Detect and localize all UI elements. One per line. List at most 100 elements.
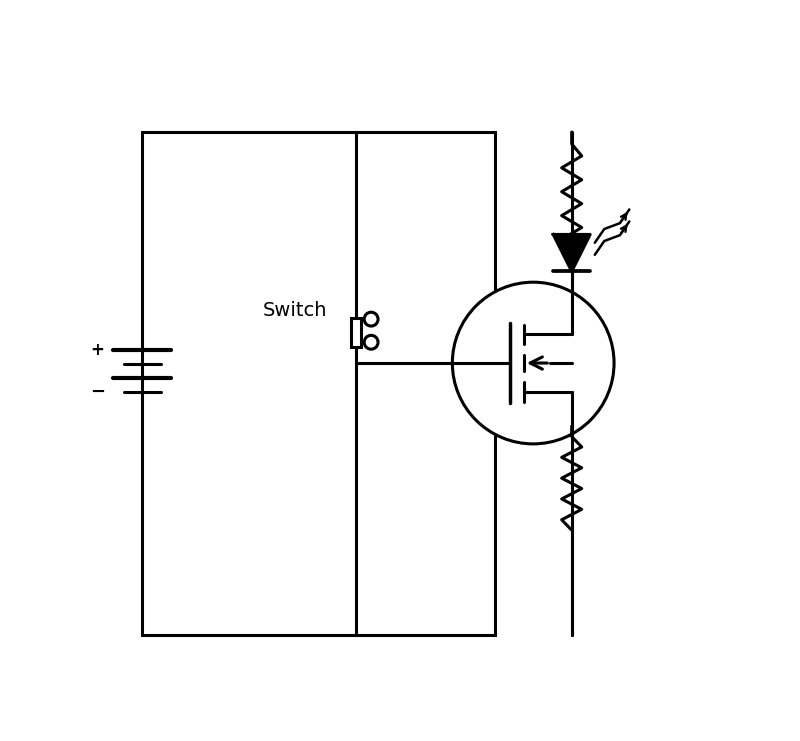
- Bar: [424, 572, 453, 601]
- Bar: [219, 631, 248, 659]
- Bar: [746, 396, 775, 425]
- Bar: [131, 455, 161, 484]
- Bar: [424, 162, 453, 191]
- Bar: [394, 133, 424, 162]
- Bar: [278, 396, 307, 425]
- Bar: [717, 484, 746, 514]
- Bar: [102, 74, 131, 104]
- Bar: [599, 74, 629, 104]
- Bar: [190, 338, 219, 367]
- Bar: [482, 45, 512, 74]
- Bar: [248, 45, 278, 74]
- Bar: [541, 104, 570, 133]
- Bar: [424, 425, 453, 455]
- Bar: [219, 572, 248, 601]
- Bar: [307, 308, 336, 338]
- Bar: [307, 367, 336, 396]
- Bar: [161, 631, 190, 659]
- Bar: [512, 455, 541, 484]
- Bar: [102, 514, 131, 542]
- Text: Switch: Switch: [262, 301, 327, 320]
- Bar: [629, 631, 658, 659]
- Bar: [541, 455, 570, 484]
- Bar: [512, 542, 541, 572]
- Bar: [248, 572, 278, 601]
- Bar: [599, 338, 629, 367]
- Bar: [599, 308, 629, 338]
- Bar: [658, 221, 687, 250]
- Bar: [453, 572, 482, 601]
- Bar: [131, 514, 161, 542]
- Bar: [453, 484, 482, 514]
- Bar: [248, 221, 278, 250]
- Bar: [541, 514, 570, 542]
- Bar: [394, 338, 424, 367]
- Bar: [482, 162, 512, 191]
- Bar: [599, 425, 629, 455]
- Bar: [424, 221, 453, 250]
- Bar: [717, 221, 746, 250]
- Bar: [687, 45, 717, 74]
- Bar: [658, 74, 687, 104]
- Bar: [219, 308, 248, 338]
- Bar: [717, 484, 746, 514]
- Bar: [278, 74, 307, 104]
- Bar: [102, 250, 131, 279]
- Bar: [629, 191, 658, 221]
- Bar: [658, 601, 687, 631]
- Bar: [278, 45, 307, 74]
- Bar: [746, 631, 775, 659]
- Bar: [278, 250, 307, 279]
- Bar: [424, 74, 453, 104]
- Bar: [248, 74, 278, 104]
- Bar: [161, 250, 190, 279]
- Bar: [629, 221, 658, 250]
- Bar: [131, 542, 161, 572]
- Bar: [366, 104, 394, 133]
- Bar: [307, 455, 336, 484]
- Bar: [541, 396, 570, 425]
- Bar: [366, 455, 394, 484]
- Bar: [219, 162, 248, 191]
- Bar: [131, 396, 161, 425]
- Bar: [482, 74, 512, 104]
- Bar: [629, 396, 658, 425]
- Bar: [161, 601, 190, 631]
- Bar: [541, 338, 570, 367]
- Bar: [190, 74, 219, 104]
- Bar: [161, 484, 190, 514]
- Bar: [512, 601, 541, 631]
- Bar: [541, 484, 570, 514]
- Bar: [541, 45, 570, 74]
- Bar: [658, 191, 687, 221]
- Bar: [394, 191, 424, 221]
- Bar: [599, 514, 629, 542]
- Bar: [248, 104, 278, 133]
- Bar: [219, 279, 248, 308]
- Bar: [482, 367, 512, 396]
- Bar: [161, 455, 190, 484]
- Bar: [512, 104, 541, 133]
- Bar: [687, 367, 717, 396]
- Bar: [629, 455, 658, 484]
- Bar: [570, 221, 599, 250]
- Bar: [307, 191, 336, 221]
- Bar: [131, 455, 161, 484]
- Bar: [482, 484, 512, 514]
- Bar: [336, 221, 366, 250]
- Bar: [307, 133, 336, 162]
- Bar: [629, 572, 658, 601]
- Bar: [512, 396, 541, 425]
- Bar: [248, 250, 278, 279]
- Bar: [746, 308, 775, 338]
- Bar: [541, 250, 570, 279]
- Bar: [512, 367, 541, 396]
- Bar: [190, 162, 219, 191]
- Bar: [746, 74, 775, 104]
- Bar: [394, 308, 424, 338]
- Bar: [746, 74, 775, 104]
- Bar: [131, 74, 161, 104]
- Bar: [687, 104, 717, 133]
- Bar: [629, 425, 658, 455]
- Bar: [366, 601, 394, 631]
